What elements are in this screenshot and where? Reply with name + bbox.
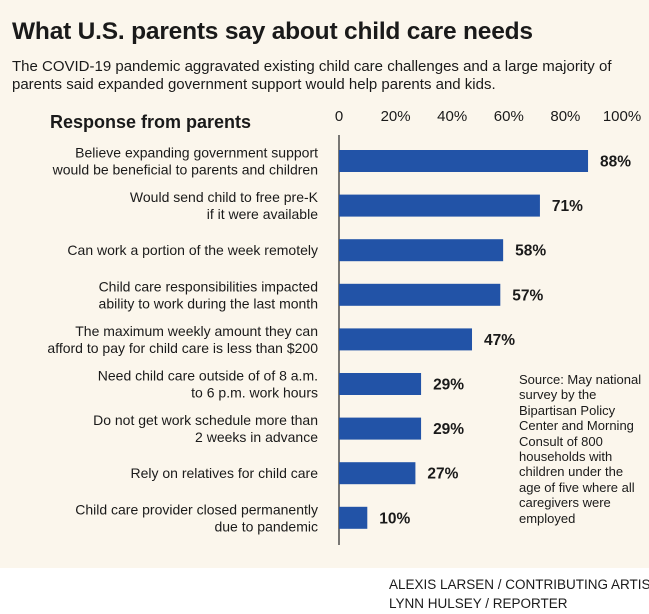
category-label-line: Rely on relatives for child care: [130, 465, 318, 481]
bar: [339, 373, 422, 395]
bar: [339, 328, 473, 351]
category-label-line: due to pandemic: [214, 518, 318, 534]
category-label: Child care provider closed permanently du…: [75, 501, 318, 534]
category-label: Do not get work schedule more than 2 week…: [93, 412, 318, 445]
bar: [339, 283, 501, 306]
x-tick-label: 80%: [550, 108, 580, 125]
category-label: The maximum weekly amount they can afford…: [47, 323, 318, 356]
x-tick-label: 20%: [381, 108, 411, 125]
category-label-line: The maximum weekly amount they can: [75, 323, 318, 339]
category-label: Believe expanding government support woul…: [52, 145, 319, 178]
category-label-line: would be beneficial to parents and child…: [52, 162, 318, 178]
bar-chart: 0 20% 40% 60% 80% 100% 88% Believe expanding go…: [47, 108, 641, 545]
category-label-line: if it were available: [207, 206, 318, 222]
category-label-line: to 6 p.m. work hours: [191, 385, 318, 401]
category-label-line: 2 weeks in advance: [195, 429, 318, 445]
bar-value-label: 47%: [484, 332, 515, 349]
bar: [339, 417, 422, 440]
category-label-line: afford to pay for child care is less tha…: [47, 340, 318, 356]
bar-value-label: 57%: [512, 287, 543, 304]
bar: [339, 506, 368, 529]
bar-value-label: 58%: [515, 243, 546, 260]
chart-subtitle: The COVID-19 pandemic aggravated existin…: [12, 58, 612, 93]
bar-value-label: 71%: [552, 198, 583, 215]
chart-panel: [0, 0, 649, 568]
category-label-line: Child care responsibilities impacted: [99, 278, 318, 294]
artist-credit: ALEXIS LARSEN / CONTRIBUTING ARTIST: [389, 577, 649, 592]
category-label: Can work a portion of the week remotely: [67, 242, 318, 258]
x-tick-label: 100%: [603, 108, 641, 125]
category-label-line: Need child care outside of of 8 a.m.: [98, 368, 318, 384]
category-label-line: ability to work during the last month: [99, 295, 318, 311]
x-tick-label: 0: [335, 108, 343, 125]
bar-value-label: 88%: [600, 154, 631, 171]
bar: [339, 194, 540, 217]
category-label: Need child care outside of of 8 a.m. to 6…: [98, 368, 318, 401]
bar-value-label: 10%: [379, 510, 410, 527]
category-label-line: Would send child to free pre-K: [130, 189, 319, 205]
category-label: Rely on relatives for child care: [130, 465, 318, 481]
bar-value-label: 27%: [427, 466, 458, 483]
category-label-line: Do not get work schedule more than: [93, 412, 318, 428]
bar: [339, 150, 589, 172]
chart-title: What U.S. parents say about child care n…: [12, 18, 533, 45]
category-label: Child care responsibilities impacted abil…: [99, 278, 318, 311]
source-note: Source: May national survey by the Bipar…: [519, 372, 642, 526]
reporter-credit: LYNN HULSEY / REPORTER: [389, 596, 568, 611]
category-label-line: Believe expanding government support: [75, 145, 318, 161]
bar: [339, 462, 416, 485]
category-label-line: Can work a portion of the week remotely: [67, 242, 318, 258]
x-tick-label: 40%: [437, 108, 467, 125]
category-label-line: Child care provider closed permanently: [75, 501, 318, 517]
bar: [339, 239, 504, 262]
category-label: Would send child to free pre-K if it were…: [130, 189, 319, 222]
bar-value-label: 29%: [433, 421, 464, 438]
bar-value-label: 29%: [433, 377, 464, 394]
x-tick-label: 60%: [494, 108, 524, 125]
response-heading: Response from parents: [50, 112, 252, 132]
